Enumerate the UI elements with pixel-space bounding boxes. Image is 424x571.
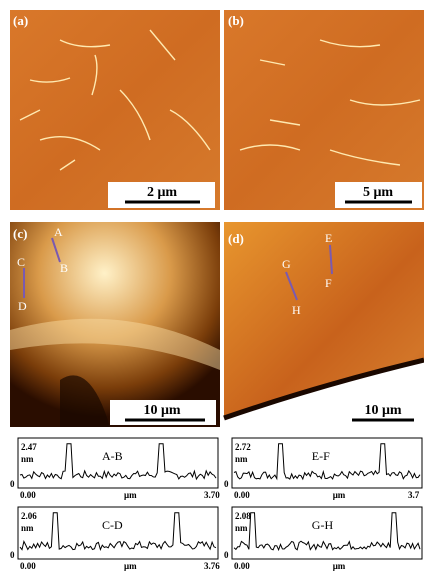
- panel-label: (a): [13, 13, 28, 28]
- x-max-label: 3.70: [204, 490, 220, 500]
- profile-title: G-H: [312, 518, 334, 532]
- marker-label: C: [17, 255, 25, 269]
- profile-title: C-D: [102, 518, 123, 532]
- page: html,body{margin:0;padding:0;background:…: [0, 0, 424, 571]
- profile-title: E-F: [312, 449, 330, 463]
- x-min-label: 0.00: [20, 490, 36, 500]
- figure: (a) 2 μm (b) 5 μm (c) A B C D 10 μm (d) …: [0, 0, 424, 571]
- panel-a: (a) 2 μm: [10, 10, 220, 210]
- profile-frame: [232, 438, 422, 488]
- x-unit: μm: [124, 490, 137, 500]
- panel-b: (b) 5 μm: [224, 10, 424, 210]
- panel-label: (d): [228, 231, 244, 246]
- y-max-label: 2.72: [235, 442, 251, 452]
- profile-frame: [18, 507, 218, 559]
- y-max-label: 2.06: [21, 511, 37, 521]
- y-unit: nm: [21, 454, 34, 464]
- panel-label: (c): [13, 226, 27, 241]
- x-max-label: 3.76: [204, 561, 220, 571]
- x-min-label: 0.00: [20, 561, 36, 571]
- scale-label: 10 μm: [143, 403, 180, 418]
- y-min-label: 0: [224, 550, 229, 560]
- panel-label: (b): [228, 13, 244, 28]
- y-min-label: 0: [10, 479, 15, 489]
- afm-image: [10, 10, 220, 210]
- marker-label: H: [292, 303, 301, 317]
- marker-label: A: [54, 225, 63, 239]
- y-min-label: 0: [10, 550, 15, 560]
- profile-frame: [18, 438, 218, 488]
- marker-label: D: [18, 299, 27, 313]
- profile-frame: [232, 507, 422, 559]
- x-unit: μm: [124, 561, 137, 571]
- y-max-label: 2.08: [235, 511, 251, 521]
- scale-label: 2 μm: [147, 185, 177, 200]
- marker-label: B: [60, 261, 68, 275]
- y-unit: nm: [235, 454, 248, 464]
- profiles: 2.47 nm A-B 0 0.00 μm 3.70 2.72 nm E-F 0 0.00 μm 3.7 2…: [10, 438, 422, 571]
- x-min-label: 0.00: [234, 490, 250, 500]
- x-min-label: 0.00: [234, 561, 250, 571]
- marker-label: F: [325, 276, 332, 290]
- marker-label: G: [282, 257, 291, 271]
- x-unit: μm: [333, 561, 346, 571]
- x-unit: μm: [333, 490, 346, 500]
- y-unit: nm: [21, 523, 34, 533]
- marker-label: E: [325, 231, 332, 245]
- y-unit: nm: [235, 523, 248, 533]
- scale-label: 10 μm: [364, 403, 401, 418]
- profile-title: A-B: [102, 449, 123, 463]
- x-max-label: 3.7: [408, 490, 420, 500]
- panel-d: (d) E F G H 10 μm: [224, 222, 424, 427]
- y-max-label: 2.47: [21, 442, 37, 452]
- scale-label: 5 μm: [363, 185, 393, 200]
- panel-c: (c) A B C D 10 μm: [10, 222, 220, 427]
- y-min-label: 0: [224, 479, 229, 489]
- body: {"panels":[ {"label":"(a)","scale_bar":"…: [0, 0, 424, 571]
- afm-image: [224, 10, 424, 210]
